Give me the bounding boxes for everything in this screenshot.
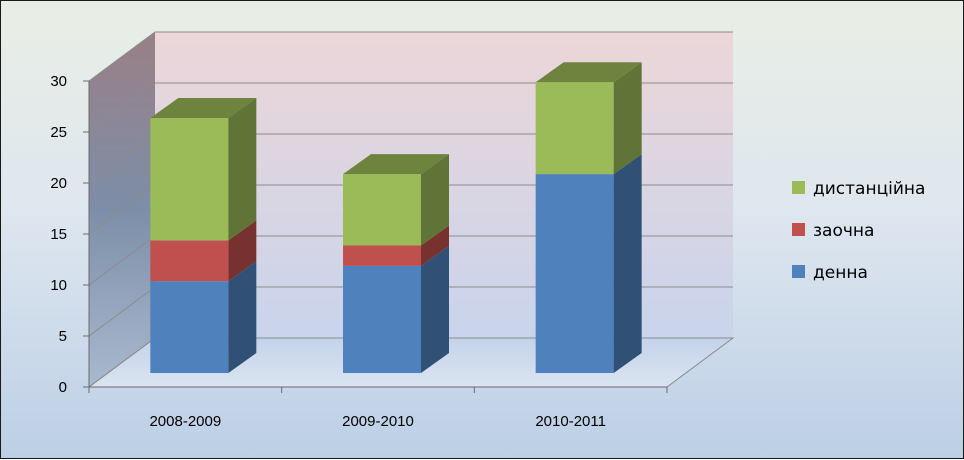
bar-side-face [228,220,257,282]
axes: 0 5 10 15 20 25 30 2008-2009 2009-2010 2010-2011 [50,73,668,430]
legend-label: денна [813,263,868,283]
bar-side-face [421,154,449,246]
bar-side-face [421,245,449,373]
bar-front-face [535,82,614,175]
bar-front-face [150,240,229,282]
bars [150,62,642,373]
legend-item: заочна [792,221,874,241]
y-tick-label: 25 [50,124,67,141]
legend-item: дистанційна [792,179,925,199]
bar-segment [343,225,449,266]
bar-side-face [421,225,449,266]
bar-segment [535,154,642,373]
bar-front-face [343,265,421,373]
bar-top-face [535,62,642,83]
x-tick-label: 2008-2009 [149,413,221,430]
legend-swatch [792,181,805,194]
bar-side-face [228,261,257,373]
bar-segment [150,98,257,241]
x-tick-label: 2009-2010 [342,413,414,430]
legend-label: заочна [813,221,874,241]
bar-top-face [343,154,449,175]
bar-side-face [228,98,257,241]
y-tick-label: 30 [50,73,67,90]
bar-front-face [150,281,229,373]
gridline [88,31,733,82]
y-tick-label: 10 [50,277,67,294]
legend-label: дистанційна [813,179,925,199]
y-tick-label: 5 [59,328,67,345]
bar-segment [535,62,642,175]
bar-front-face [343,174,421,246]
bar-front-face [150,118,229,241]
bar-side-face [613,154,642,373]
x-tick-label: 2010-2011 [535,413,606,430]
bar-segment [343,245,449,373]
y-tick-label: 20 [50,175,67,192]
bar-top-face [150,98,257,118]
bar-front-face [535,174,614,373]
bar-segment [343,154,449,246]
legend: дистанційна заочна денна [792,179,925,283]
bar-side-face [613,62,642,175]
legend-swatch [792,265,805,278]
y-tick-label: 15 [50,226,67,243]
bar-front-face [343,245,421,266]
legend-item: денна [792,263,868,283]
bar-segment [150,220,257,282]
bar-segment [150,261,257,373]
y-tick-label: 0 [59,379,67,396]
legend-swatch [792,223,805,236]
